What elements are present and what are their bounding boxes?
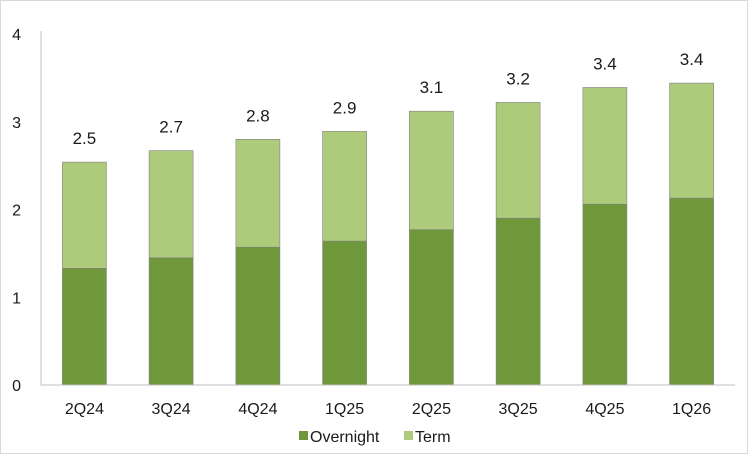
y-tick-label-0: 0 xyxy=(12,378,21,395)
total-label-4q25: 3.4 xyxy=(593,55,617,74)
legend: Overnight Term xyxy=(299,429,451,446)
bar-overnight-4q25 xyxy=(582,203,628,386)
total-label-1q25: 2.9 xyxy=(333,98,357,117)
bar-overnight-1q26 xyxy=(669,197,714,386)
x-axis: 2Q24 3Q24 4Q24 1Q25 2Q25 3Q25 4Q25 1Q26 xyxy=(41,384,735,418)
total-label-1q26: 3.4 xyxy=(680,50,704,69)
x-tick-label-2q25: 2Q25 xyxy=(412,401,451,418)
bar-term-4q24 xyxy=(235,139,281,248)
bar-term-2q25 xyxy=(409,110,454,230)
y-tick-label-4: 4 xyxy=(12,27,21,44)
bar-overnight-1q25 xyxy=(322,240,367,386)
y-tick-label-3: 3 xyxy=(12,115,21,132)
bars-group xyxy=(62,82,714,386)
bar-term-3q25 xyxy=(495,102,541,219)
y-axis: 0 1 2 3 4 xyxy=(12,27,42,395)
bar-term-1q26 xyxy=(669,82,714,199)
x-tick-label-4q25: 4Q25 xyxy=(585,401,624,418)
x-tick-label-1q26: 1Q26 xyxy=(672,401,711,418)
y-tick-label-1: 1 xyxy=(12,290,21,307)
bar-overnight-2q24 xyxy=(62,267,107,386)
bar-term-3q24 xyxy=(148,150,194,259)
bar-overnight-2q25 xyxy=(409,229,454,386)
x-tick-label-3q24: 3Q24 xyxy=(152,401,191,418)
total-label-3q25: 3.2 xyxy=(506,69,530,88)
total-label-2q25: 3.1 xyxy=(420,78,444,97)
total-label-3q24: 2.7 xyxy=(159,118,183,137)
bar-overnight-4q24 xyxy=(235,246,281,386)
total-label-4q24: 2.8 xyxy=(246,106,270,125)
legend-label-term: Term xyxy=(415,429,451,446)
legend-swatch-overnight xyxy=(299,431,308,440)
bar-overnight-3q25 xyxy=(495,218,541,386)
bar-term-4q25 xyxy=(582,87,628,205)
legend-swatch-term xyxy=(404,431,413,440)
bar-term-2q24 xyxy=(62,161,107,269)
x-tick-label-3q25: 3Q25 xyxy=(499,401,538,418)
x-tick-label-1q25: 1Q25 xyxy=(325,401,364,418)
y-tick-label-2: 2 xyxy=(12,203,21,220)
total-label-2q24: 2.5 xyxy=(73,129,97,148)
legend-label-overnight: Overnight xyxy=(310,429,380,446)
bar-term-1q25 xyxy=(322,131,367,242)
x-tick-label-2q24: 2Q24 xyxy=(65,401,104,418)
x-tick-label-4q24: 4Q24 xyxy=(238,401,277,418)
total-labels-group: 2.5 2.7 2.8 2.9 3.1 3.2 3.4 3.4 xyxy=(73,50,704,148)
bar-overnight-3q24 xyxy=(148,257,194,386)
